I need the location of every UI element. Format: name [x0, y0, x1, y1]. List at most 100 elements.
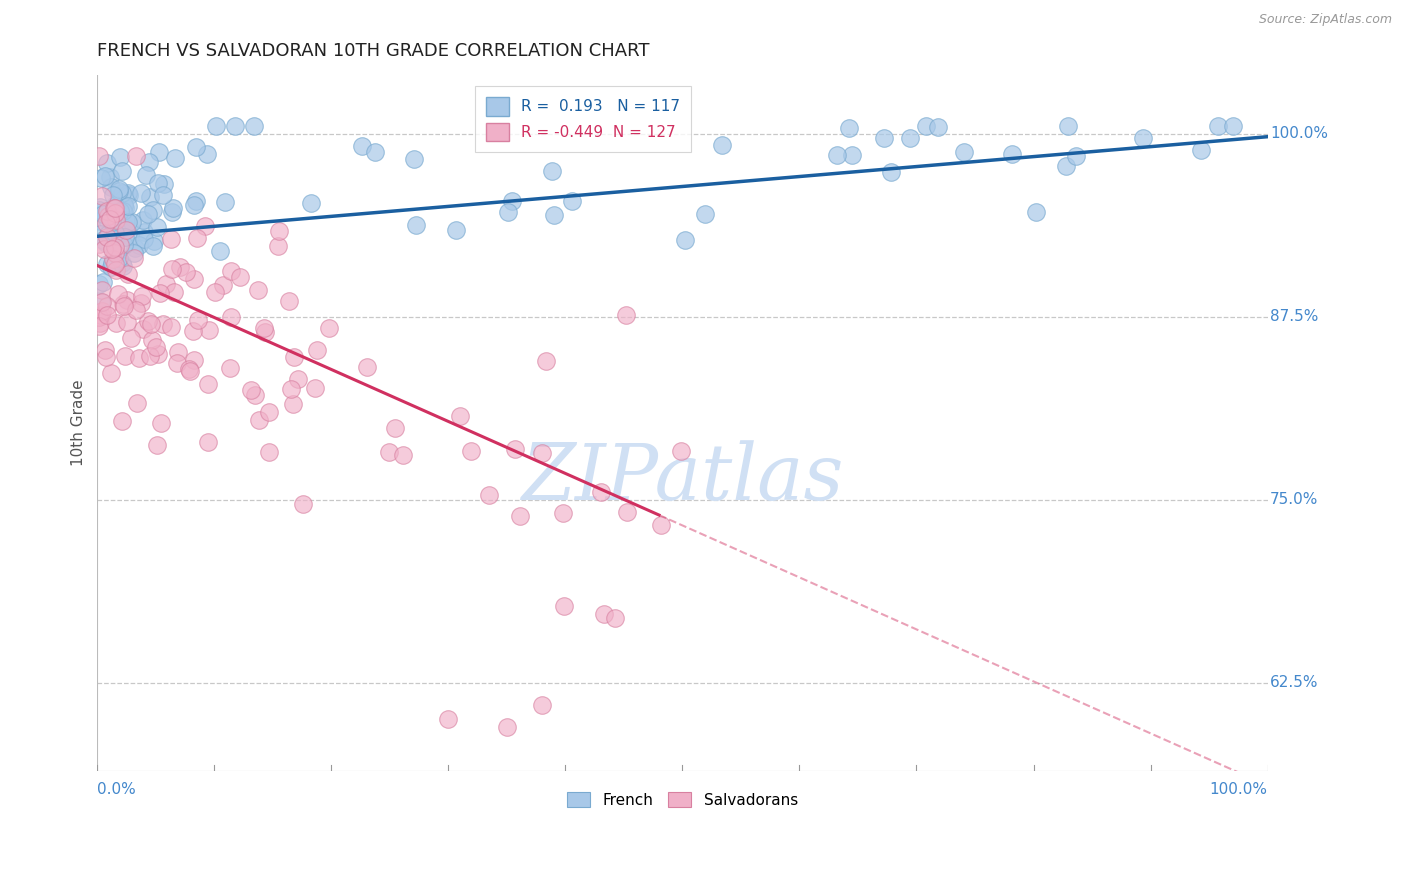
- Point: [122, 245, 145, 260]
- Point: [97, 210, 120, 224]
- Point: [114, 221, 136, 235]
- Point: [89, 227, 111, 242]
- Point: [90, 283, 112, 297]
- Point: [197, 435, 219, 450]
- Point: [257, 405, 280, 419]
- Point: [111, 255, 134, 269]
- Point: [91, 295, 114, 310]
- Point: [496, 720, 519, 734]
- Point: [184, 140, 207, 154]
- Point: [138, 154, 160, 169]
- Point: [108, 251, 131, 265]
- Point: [105, 213, 128, 227]
- Point: [112, 300, 135, 314]
- Point: [128, 237, 150, 252]
- Point: [228, 269, 250, 284]
- Point: [96, 299, 118, 313]
- Point: [93, 343, 115, 358]
- Point: [110, 200, 132, 214]
- Text: FRENCH VS SALVADORAN 10TH GRADE CORRELATION CHART: FRENCH VS SALVADORAN 10TH GRADE CORRELAT…: [97, 42, 650, 60]
- Point: [112, 238, 135, 252]
- Point: [159, 319, 181, 334]
- Point: [104, 256, 127, 270]
- Point: [174, 265, 197, 279]
- Point: [186, 230, 208, 244]
- Point: [87, 277, 110, 291]
- Point: [287, 372, 309, 386]
- Point: [384, 421, 406, 435]
- Point: [111, 163, 134, 178]
- Point: [89, 214, 111, 228]
- Point: [218, 360, 240, 375]
- Point: [115, 223, 138, 237]
- Point: [132, 225, 155, 239]
- Point: [139, 190, 162, 204]
- Point: [219, 264, 242, 278]
- Point: [825, 147, 848, 161]
- Point: [1025, 204, 1047, 219]
- Point: [101, 232, 124, 246]
- Point: [105, 212, 128, 227]
- Point: [90, 308, 112, 322]
- Point: [112, 197, 135, 211]
- Point: [541, 164, 564, 178]
- Point: [530, 445, 553, 459]
- Point: [378, 445, 401, 459]
- Point: [880, 164, 903, 178]
- Point: [90, 170, 112, 185]
- Point: [1208, 120, 1230, 134]
- Point: [195, 146, 218, 161]
- Point: [267, 239, 290, 253]
- Point: [534, 354, 557, 368]
- Point: [444, 223, 467, 237]
- Point: [100, 366, 122, 380]
- Point: [209, 244, 232, 258]
- Point: [117, 199, 139, 213]
- Point: [121, 215, 143, 229]
- Point: [531, 698, 554, 712]
- Text: 100.0%: 100.0%: [1270, 127, 1327, 141]
- Point: [363, 145, 385, 160]
- Point: [89, 200, 111, 214]
- Point: [252, 321, 274, 335]
- Point: [183, 272, 205, 286]
- Point: [120, 331, 142, 345]
- Point: [356, 359, 378, 374]
- Point: [841, 148, 863, 162]
- Point: [100, 260, 122, 274]
- Point: [94, 169, 117, 183]
- Point: [1057, 120, 1080, 134]
- Point: [149, 285, 172, 300]
- Point: [87, 319, 110, 334]
- Point: [591, 484, 613, 499]
- Text: 87.5%: 87.5%: [1270, 310, 1319, 325]
- Point: [101, 235, 124, 249]
- Point: [134, 231, 156, 245]
- Point: [307, 343, 329, 357]
- Point: [90, 188, 112, 202]
- Point: [693, 207, 716, 221]
- Point: [96, 229, 118, 244]
- Point: [437, 713, 460, 727]
- Point: [111, 297, 134, 311]
- Point: [219, 310, 242, 324]
- Point: [927, 120, 949, 135]
- Point: [129, 186, 152, 201]
- Point: [179, 364, 201, 378]
- Point: [125, 396, 148, 410]
- Point: [900, 131, 922, 145]
- Point: [242, 120, 264, 134]
- Point: [281, 397, 304, 411]
- Point: [247, 284, 270, 298]
- Point: [152, 188, 174, 202]
- Point: [87, 149, 110, 163]
- Point: [100, 179, 122, 194]
- Point: [117, 215, 139, 229]
- Point: [143, 234, 166, 248]
- Point: [105, 231, 128, 245]
- Point: [291, 496, 314, 510]
- Point: [614, 308, 637, 322]
- Point: [1222, 120, 1244, 134]
- Point: [135, 168, 157, 182]
- Point: [1001, 147, 1024, 161]
